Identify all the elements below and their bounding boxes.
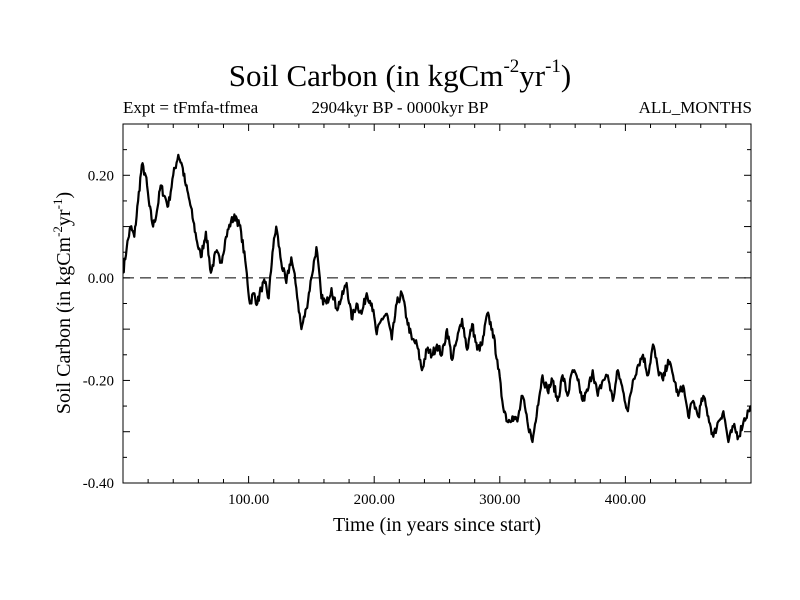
chart-title: Soil Carbon (in kgCm-2yr-1) [0, 56, 800, 94]
plot-frame [122, 123, 752, 484]
tick-marks [122, 123, 752, 484]
x-tick-label: 100.00 [228, 492, 269, 508]
period-label: 2904kyr BP - 0000kyr BP [311, 98, 489, 117]
y-axis-title-end: ) [53, 192, 75, 199]
y-axis-title: Soil Carbon (in kgCm-2yr-1) [50, 192, 75, 414]
tick-labels: 100.00 200.00 300.00 400.00 -0.40 -0.20 0.00 0.… [83, 168, 646, 508]
y-axis-title-sup2: -1 [50, 199, 65, 210]
x-tick-label: 300.00 [479, 492, 520, 508]
y-tick-label: 0.00 [88, 271, 114, 287]
chart-title-main: Soil Carbon (in kgCm [228, 58, 504, 93]
y-tick-label: -0.40 [83, 476, 114, 492]
chart-title-sup1: -2 [503, 56, 520, 77]
y-axis-title-main: Soil Carbon (in kgCm [53, 236, 75, 414]
chart-title-end: ) [560, 58, 572, 93]
experiment-label: Expt = tFmfa-tfmea [123, 98, 259, 117]
series-line [122, 153, 752, 444]
y-tick-label: -0.20 [83, 373, 114, 389]
chart-title-mid: yr [519, 58, 546, 93]
y-axis-title-sup1: -2 [50, 226, 65, 237]
x-tick-label: 200.00 [354, 492, 395, 508]
months-label: ALL_MONTHS [638, 98, 752, 117]
x-tick-label: 400.00 [605, 492, 646, 508]
chart-title-sup2: -1 [545, 56, 561, 77]
x-axis-title: Time (in years since start) [333, 514, 541, 536]
y-axis-title-mid: yr [53, 209, 75, 226]
y-tick-label: 0.20 [88, 168, 114, 184]
